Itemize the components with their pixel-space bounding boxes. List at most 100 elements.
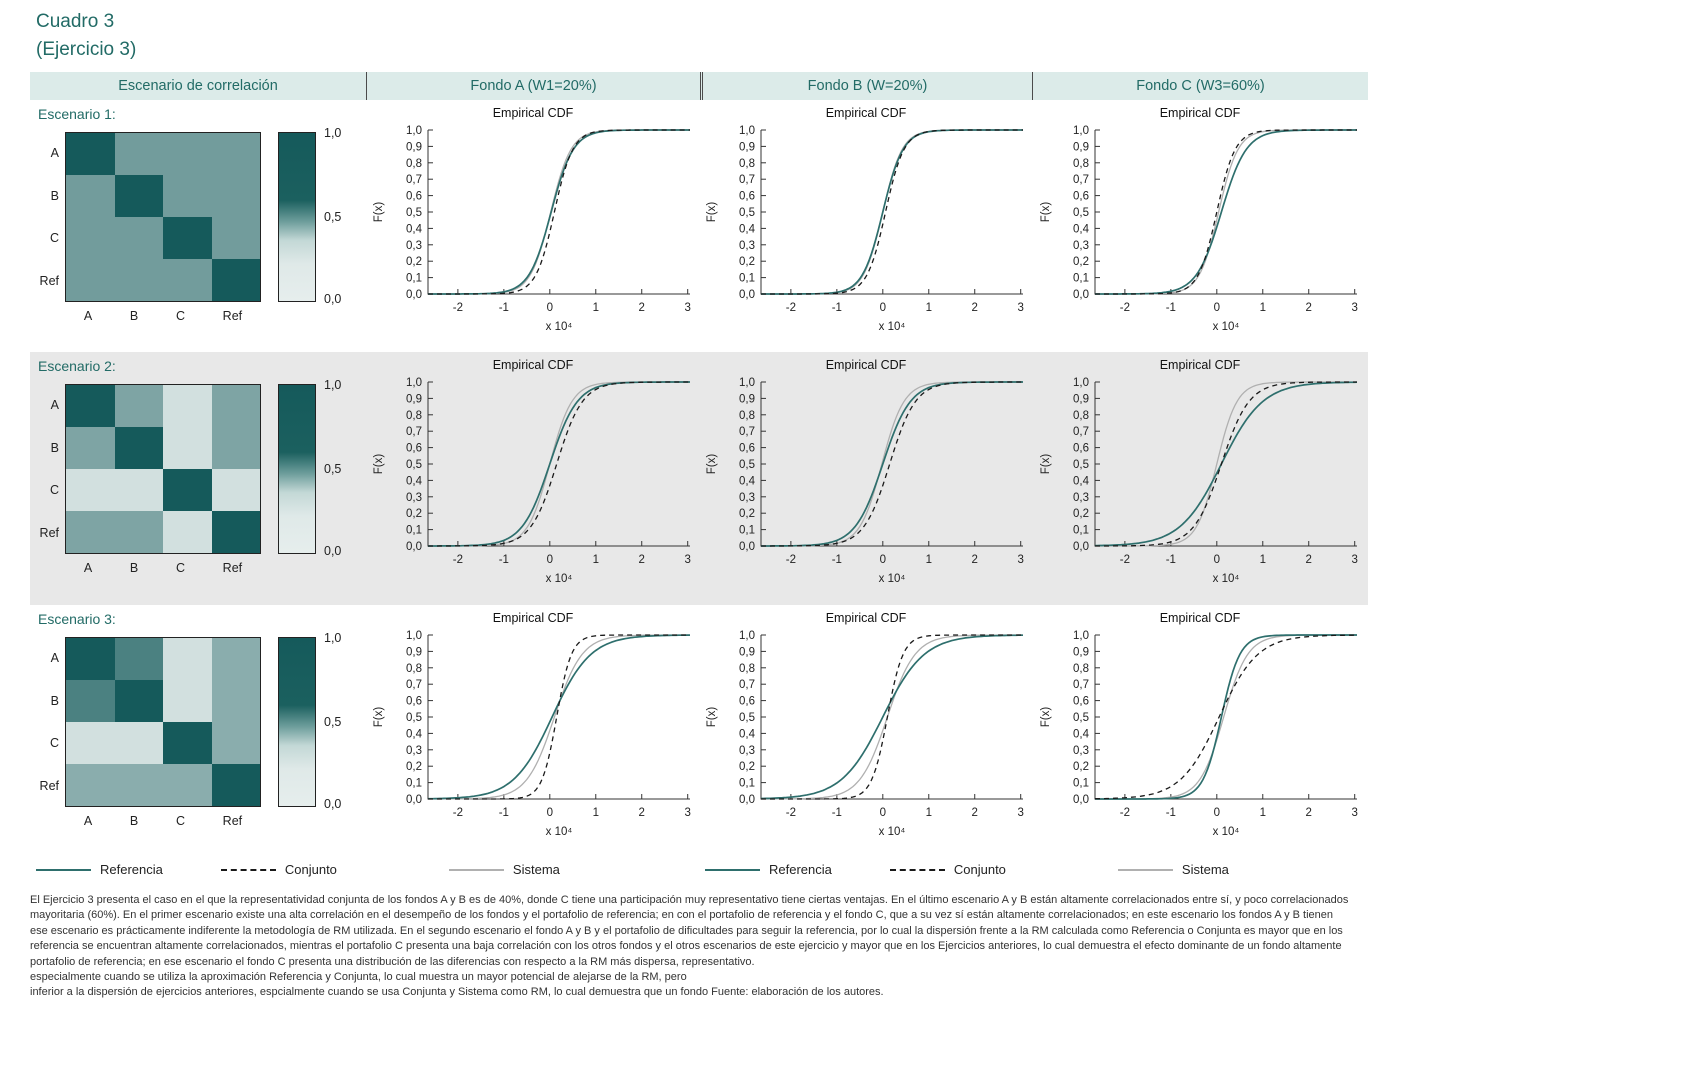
x-tick-label: 3: [1017, 302, 1023, 314]
x-tick-label: 2: [1306, 807, 1312, 819]
heatmap-axis-label: A: [50, 398, 59, 413]
heatmap-cell: [114, 680, 163, 722]
heatmap-cell: [211, 638, 260, 680]
cdf-plot: 1,0 0,9 0,8 0,7 0,6 0,5 0,4 0,3 0,2 0,1 0,0 -2 -1 0 1 2…: [1040, 377, 1358, 585]
y-tick-label: 0,0: [406, 794, 422, 806]
y-tick-label: 0,1: [1073, 273, 1089, 285]
conjunto-line-sample: [220, 868, 276, 871]
x-tick-label: 0: [1214, 807, 1220, 819]
legend: Referencia Conjunto Sistema Referencia C…: [30, 862, 1368, 877]
colorbar-tick: 1,0: [324, 631, 342, 645]
footnote-line: ese escenario es prácticamente indiferen…: [30, 924, 1343, 937]
panel-title: Empirical CDF: [1159, 358, 1241, 372]
x-tick-label: 3: [684, 302, 690, 314]
referencia-line-sample: [36, 868, 91, 871]
heatmap-cell: [66, 511, 115, 553]
figure-title-line2: (Ejercicio 3): [36, 38, 137, 60]
axes: [1094, 635, 1357, 800]
heatmap-cell: [114, 764, 163, 806]
y-tick-label: 0,7: [1073, 679, 1089, 691]
y-tick-label: 0,5: [406, 207, 422, 219]
cdf-curve-sistema: [761, 634, 1023, 800]
header-fondo-a: Fondo A (W1=20%): [366, 72, 700, 100]
heatmap-cell: [114, 511, 163, 553]
y-tick-label: 0,0: [406, 541, 422, 553]
heatmap-cell: [211, 511, 260, 553]
legend-group-right: Referencia Conjunto Sistema: [699, 862, 1368, 877]
axes: [427, 382, 690, 547]
legend-label: Conjunto: [284, 862, 337, 877]
cdf-curve-conjunto: [761, 129, 1023, 295]
heatmap-axis-label: A: [50, 651, 59, 666]
heatmap-cell: [66, 638, 115, 680]
x-tick-label: -2: [786, 807, 796, 819]
heatmap-cell: [66, 427, 115, 469]
cdf-curve-conjunto: [1095, 129, 1357, 295]
colorbar-tick: 0,5: [324, 462, 342, 476]
y-tick-label: 0,1: [406, 525, 422, 537]
y-tick-label: 0,9: [406, 393, 422, 405]
heatmap-cell: [211, 680, 260, 722]
y-tick-label: 0,7: [739, 174, 755, 186]
y-tick-label: 0,4: [406, 728, 423, 740]
heatmap-axis-label: C: [175, 309, 185, 323]
y-tick-label: 0,6: [406, 696, 422, 708]
y-tick-label: 0,3: [739, 745, 755, 757]
scenario-row-3: Escenario 3: A B C Ref A B C Ref 1,0 0,5 0,0 E…: [30, 605, 1368, 857]
legend-label: Referencia: [100, 862, 163, 877]
y-tick-label: 0,6: [739, 443, 755, 455]
x-tick-label: 3: [684, 807, 690, 819]
y-tick-label: 0,0: [1073, 289, 1089, 301]
y-tick-label: 0,4: [1073, 223, 1090, 235]
heatmap-cell: [114, 638, 163, 680]
heatmap-y-labels: A B C Ref: [30, 384, 59, 554]
y-tick-label: 1,0: [406, 377, 422, 389]
heatmap-axis-label: Ref: [39, 778, 59, 793]
y-tick-label: 0,4: [406, 223, 423, 235]
y-axis-label: F(x): [373, 707, 385, 728]
y-tick-label: 0,5: [1073, 712, 1089, 724]
y-tick-label: 0,3: [739, 492, 755, 504]
y-tick-label: 0,0: [739, 794, 755, 806]
heatmap-cell: [114, 722, 163, 764]
x-axis-unit: x 10⁴: [1213, 826, 1240, 838]
x-tick-label: 2: [972, 554, 978, 566]
y-tick-label: 0,7: [1073, 174, 1089, 186]
colorbar-tick: 1,0: [324, 126, 342, 140]
y-tick-label: 0,9: [739, 393, 755, 405]
x-tick-label: 1: [1260, 302, 1266, 314]
x-tick-label: 1: [926, 807, 932, 819]
y-tick-label: 0,7: [1073, 426, 1089, 438]
footnote-line: inferior a la dispersión de ejercicios a…: [30, 986, 884, 999]
x-tick-label: 2: [639, 302, 645, 314]
x-tick-label: -2: [1120, 807, 1130, 819]
y-tick-label: 0,0: [739, 289, 755, 301]
y-tick-label: 0,2: [406, 761, 422, 773]
y-tick-label: 0,7: [739, 679, 755, 691]
referencia-line-sample: [705, 868, 760, 871]
y-tick-label: 0,8: [1073, 410, 1089, 422]
cdf-curve-sistema: [761, 129, 1023, 295]
panel-title: Empirical CDF: [825, 106, 907, 120]
heatmap-cell: [114, 133, 163, 175]
x-tick-label: 1: [1260, 807, 1266, 819]
y-tick-label: 0,8: [406, 158, 422, 170]
cdf-curve-sistema: [1095, 381, 1357, 547]
x-tick-label: 1: [1260, 554, 1266, 566]
y-tick-label: 0,1: [1073, 778, 1089, 790]
y-tick-label: 0,5: [739, 207, 755, 219]
y-tick-label: 0,2: [1073, 256, 1089, 268]
cdf-plot: 1,0 0,9 0,8 0,7 0,6 0,5 0,4 0,3 0,2 0,1 0,0 -2 -1 0 1 2…: [373, 630, 691, 838]
cdf-curve-conjunto: [428, 634, 690, 800]
y-tick-label: 0,0: [739, 541, 755, 553]
panel-title: Empirical CDF: [492, 611, 574, 625]
y-tick-label: 0,3: [1073, 492, 1089, 504]
heatmap-cell: [211, 427, 260, 469]
heatmap-axis-label: B: [50, 440, 59, 455]
y-tick-label: 0,8: [1073, 158, 1089, 170]
correlation-cell-2: Escenario 2: A B C Ref A B C Ref 1,0 0,5 0,0: [30, 352, 366, 605]
heatmap-axis-label: Ref: [222, 814, 243, 828]
scenario-label: Escenario 1:: [38, 106, 116, 122]
figure-title: Cuadro 3 (Ejercicio 3): [36, 8, 136, 63]
x-axis-unit: x 10⁴: [879, 573, 906, 585]
